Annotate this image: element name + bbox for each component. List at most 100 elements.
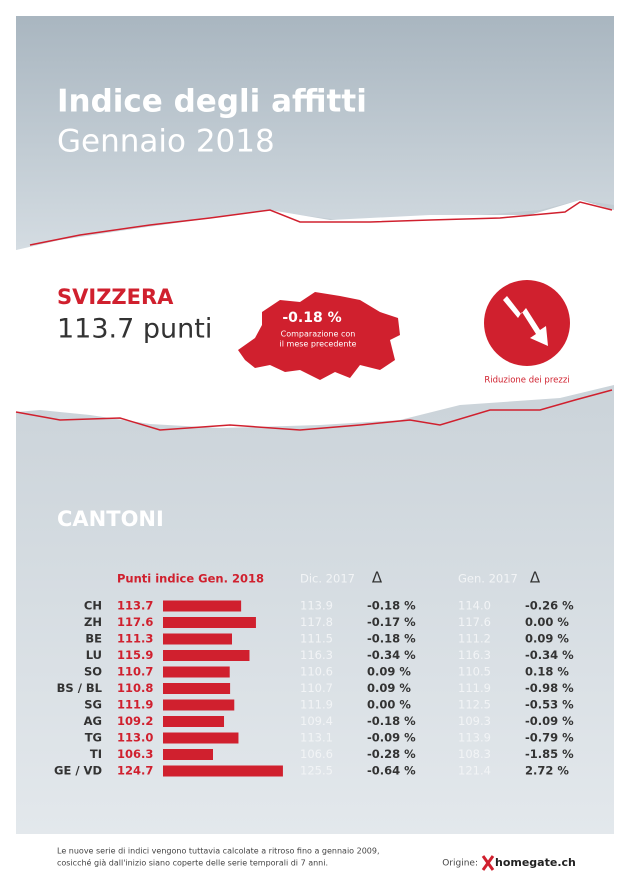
jan-value: 111.9: [458, 681, 491, 695]
index-bar: [163, 749, 213, 760]
jan-value: 116.3: [458, 648, 491, 662]
ridge-line: [29, 201, 613, 246]
jan-value: 112.5: [458, 698, 491, 712]
index-value: 111.9: [117, 698, 153, 712]
delta-year: -1.85 %: [525, 747, 574, 761]
column-header: Dic. 2017: [300, 572, 355, 586]
section-title: CANTONI: [57, 507, 164, 531]
column-header: Δ: [372, 569, 383, 587]
canton-code: TI: [90, 747, 102, 761]
dec-value: 125.5: [300, 764, 333, 778]
dec-value: 109.4: [300, 714, 333, 728]
national-value: 113.7 punti: [57, 314, 212, 345]
delta-month: 0.00 %: [367, 698, 411, 712]
change-note: il mese precedente: [280, 340, 357, 349]
delta-year: -0.98 %: [525, 681, 574, 695]
jan-value: 114.0: [458, 599, 491, 613]
national-change: -0.18 %: [282, 310, 341, 326]
index-bar: [163, 600, 242, 612]
index-value: 124.7: [117, 764, 153, 778]
canton-code: ZH: [84, 615, 102, 629]
index-bar: [163, 633, 232, 645]
jan-value: 111.2: [458, 632, 491, 646]
footer-background: [16, 834, 614, 891]
canton-code: SG: [84, 698, 102, 712]
index-value: 110.8: [117, 681, 153, 695]
index-bar: [163, 650, 250, 661]
delta-year: -0.26 %: [525, 599, 574, 613]
jan-value: 117.6: [458, 615, 491, 629]
ridge-line: [15, 389, 613, 431]
jan-value: 110.5: [458, 665, 491, 679]
source: homegate.ch: [495, 856, 576, 869]
canton-code: TG: [85, 731, 102, 745]
title: Indice degli affitti: [57, 84, 367, 120]
subtitle: Gennaio 2018: [57, 124, 275, 160]
delta-year: -0.79 %: [525, 731, 574, 745]
index-value: 106.3: [117, 747, 153, 761]
jan-value: 113.9: [458, 731, 491, 745]
dec-value: 113.1: [300, 731, 333, 745]
dec-value: 110.7: [300, 681, 333, 695]
change-note: Comparazione con: [281, 330, 356, 339]
delta-month: -0.18 %: [367, 632, 416, 646]
canton-code: SO: [84, 665, 102, 679]
delta-month: -0.18 %: [367, 714, 416, 728]
delta-year: -0.34 %: [525, 648, 574, 662]
canton-code: GE / VD: [54, 764, 102, 778]
index-bar: [163, 666, 230, 678]
column-header: Punti indice Gen. 2018: [117, 572, 264, 586]
canton-code: CH: [84, 599, 102, 613]
jan-value: 108.3: [458, 747, 491, 761]
delta-month: -0.64 %: [367, 764, 416, 778]
footer-note: cosicché già dall'inizio siano coperte d…: [57, 858, 328, 868]
footer-note: Le nuove serie di indici vengono tuttavi…: [57, 847, 380, 856]
delta-year: 2.72 %: [525, 764, 569, 778]
index-bar: [163, 765, 283, 777]
index-value: 113.7: [117, 599, 153, 613]
index-bar: [163, 617, 256, 628]
delta-month: -0.34 %: [367, 648, 416, 662]
delta-month: 0.09 %: [367, 681, 411, 695]
delta-year: -0.09 %: [525, 714, 574, 728]
delta-month: -0.18 %: [367, 599, 416, 613]
national-label: SVIZZERA: [57, 285, 174, 309]
trend-icon: [484, 280, 570, 366]
dec-value: 113.9: [300, 599, 333, 613]
delta-month: -0.28 %: [367, 747, 416, 761]
index-value: 111.3: [117, 632, 153, 646]
dec-value: 110.6: [300, 665, 333, 679]
swiss-map: [238, 292, 400, 380]
trend-arrow: [503, 296, 548, 346]
dec-value: 117.8: [300, 615, 333, 629]
delta-year: 0.00 %: [525, 615, 569, 629]
index-value: 115.9: [117, 648, 153, 662]
jan-value: 109.3: [458, 714, 491, 728]
delta-year: 0.09 %: [525, 632, 569, 646]
canton-code: BE: [85, 632, 102, 646]
dec-value: 106.6: [300, 747, 333, 761]
canton-code: LU: [86, 648, 102, 662]
index-value: 113.0: [117, 731, 153, 745]
sky: [16, 16, 614, 250]
source-label: Origine:: [442, 859, 478, 869]
delta-month: -0.17 %: [367, 615, 416, 629]
column-header: Gen. 2017: [458, 572, 518, 586]
index-value: 109.2: [117, 714, 153, 728]
index-bar: [163, 716, 225, 727]
delta-month: -0.09 %: [367, 731, 416, 745]
index-value: 117.6: [117, 615, 153, 629]
source-logo: [481, 855, 495, 871]
index-bar: [163, 699, 235, 711]
canton-code: AG: [84, 714, 102, 728]
dec-value: 111.9: [300, 698, 333, 712]
index-bar: [163, 732, 239, 744]
column-header: Δ: [530, 569, 541, 587]
dec-value: 116.3: [300, 648, 333, 662]
index-value: 110.7: [117, 665, 153, 679]
dec-value: 111.5: [300, 632, 333, 646]
delta-year: -0.53 %: [525, 698, 574, 712]
canton-code: BS / BL: [57, 681, 103, 695]
delta-year: 0.18 %: [525, 665, 569, 679]
